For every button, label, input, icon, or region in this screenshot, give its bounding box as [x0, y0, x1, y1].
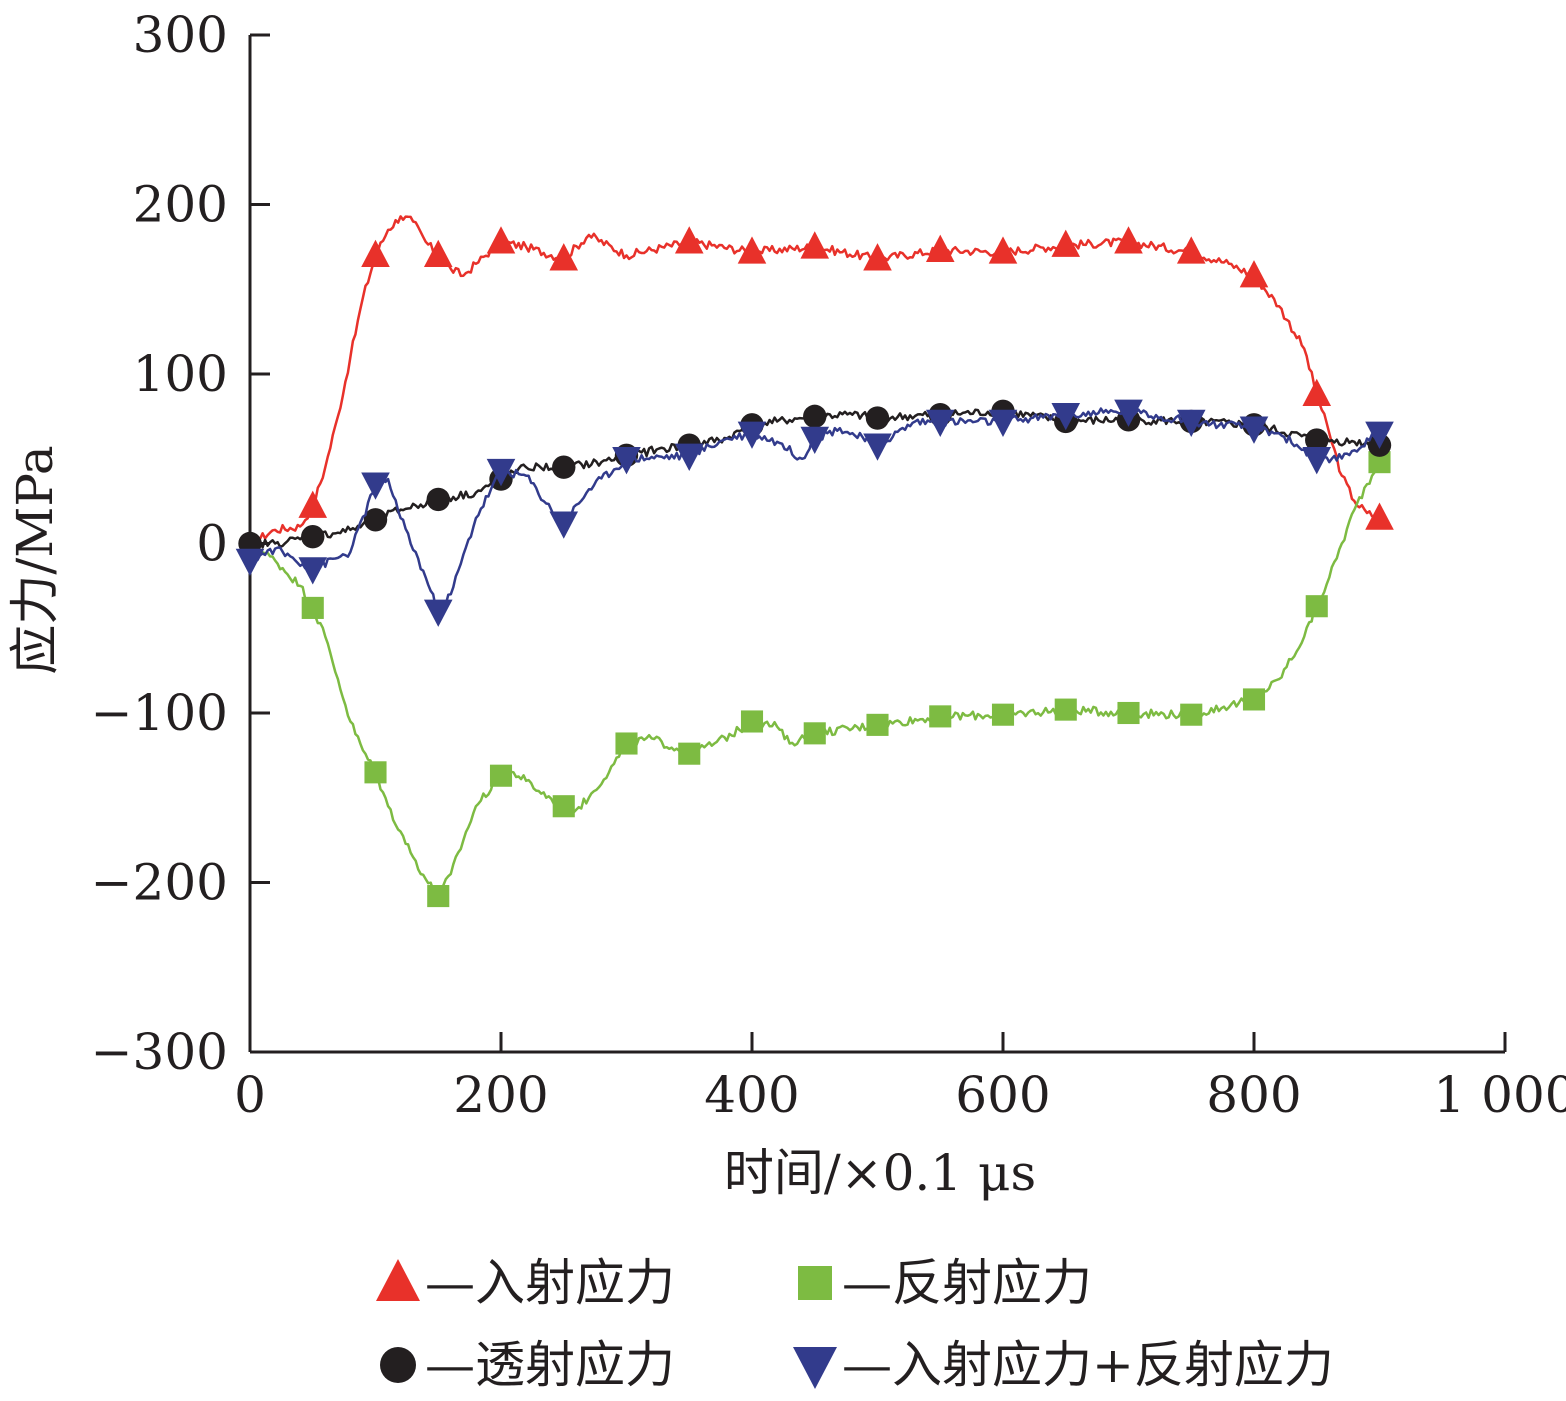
incident-plus-reflected-stress-point: [1239, 416, 1269, 444]
y-axis-title: 应力/MPa: [6, 445, 64, 674]
reflected-stress-point: [929, 705, 952, 728]
reflected-stress-point: [1305, 595, 1328, 618]
y-tick-label: 200: [133, 176, 228, 234]
legend-marker-incident-stress: [376, 1259, 420, 1301]
incident-plus-reflected-stress-point: [298, 557, 328, 585]
incident-plus-reflected-stress-point: [988, 409, 1018, 438]
incident-stress-point: [423, 239, 453, 268]
incident-stress-point: [1176, 236, 1206, 264]
incident-stress-point: [863, 243, 892, 271]
legend-label-incident-plus-reflected-stress: —入射应力+反射应力: [842, 1336, 1334, 1394]
reflected-stress-point: [364, 761, 387, 784]
incident-stress-point: [361, 239, 390, 268]
incident-stress-point: [298, 490, 328, 518]
transmitted-stress-series: [238, 399, 1392, 556]
incident-plus-reflected-stress-point: [1302, 447, 1332, 475]
incident-stress-point: [925, 234, 955, 262]
x-tick-label: 400: [704, 1066, 799, 1124]
transmitted-stress-point: [363, 508, 388, 532]
transmitted-stress-point: [426, 487, 450, 512]
x-tick-label: 1 000: [1433, 1066, 1566, 1124]
legend-marker-transmitted-stress: [380, 1347, 416, 1383]
reflected-stress-point: [552, 795, 575, 818]
transmitted-stress-point: [301, 525, 325, 549]
reflected-stress-point: [803, 722, 826, 745]
y-tick-label: −100: [91, 684, 228, 742]
y-tick-label: 0: [196, 515, 228, 573]
reflected-stress-point: [678, 742, 701, 765]
reflected-stress-point: [1242, 688, 1266, 711]
incident-stress-point: [1365, 502, 1394, 530]
transmitted-stress-point: [803, 404, 827, 429]
legend-item-transmitted-stress: —透射应力: [380, 1336, 675, 1394]
y-tick-label: −200: [91, 854, 228, 912]
incident-stress-point: [549, 243, 579, 271]
reflected-stress-point: [615, 732, 638, 755]
legend-marker-incident-plus-reflected-stress: [793, 1347, 837, 1389]
reflected-stress-point: [1180, 703, 1203, 726]
legend-item-reflected-stress: —反射应力: [798, 1254, 1092, 1312]
transmitted-stress-point: [552, 455, 576, 479]
reflected-stress-point: [740, 710, 764, 733]
x-tick-label: 800: [1206, 1066, 1301, 1124]
reflected-stress-point: [489, 764, 513, 787]
legend-item-incident-plus-reflected-stress: —入射应力+反射应力: [793, 1336, 1334, 1394]
reflected-stress-line: [249, 461, 1381, 898]
reflected-stress-point: [427, 885, 450, 908]
incident-plus-reflected-stress-point: [612, 447, 641, 475]
incident-plus-reflected-stress-point: [863, 433, 892, 461]
incident-plus-reflected-stress-point: [486, 458, 516, 487]
transmitted-stress-point: [865, 406, 890, 430]
incident-plus-reflected-stress-series: [235, 399, 1394, 627]
x-tick-label: 600: [955, 1066, 1050, 1124]
reflected-stress-point: [1368, 451, 1391, 474]
incident-plus-reflected-stress-point: [361, 472, 390, 500]
data-series: [235, 215, 1394, 908]
incident-stress-point: [1051, 229, 1081, 257]
legend-label-incident-stress: —入射应力: [425, 1254, 675, 1312]
x-tick-label: 200: [453, 1066, 548, 1124]
reflected-stress-series: [249, 451, 1391, 908]
incident-plus-reflected-stress-point: [800, 426, 830, 455]
incident-stress-point: [988, 236, 1018, 264]
incident-stress-point: [674, 226, 704, 254]
reflected-stress-point: [1054, 698, 1077, 721]
x-tick-label: 0: [234, 1066, 266, 1124]
incident-stress-point: [1239, 260, 1269, 288]
y-tick-label: −300: [91, 1023, 228, 1081]
reflected-stress-point: [1117, 701, 1140, 725]
incident-stress-point: [737, 236, 767, 264]
incident-plus-reflected-stress-point: [1114, 399, 1143, 427]
incident-plus-reflected-stress-point: [235, 548, 265, 577]
incident-stress-line: [248, 215, 1381, 545]
legend-marker-reflected-stress: [798, 1266, 832, 1300]
incident-stress-point: [1114, 226, 1143, 254]
incident-plus-reflected-stress-point: [674, 443, 704, 471]
legend: —入射应力 —反射应力 —透射应力 —入射应力+反射应力: [376, 1254, 1334, 1394]
reflected-stress-point: [866, 713, 889, 736]
reflected-stress-point: [301, 596, 324, 619]
incident-stress-point: [486, 226, 516, 254]
legend-item-incident-stress: —入射应力: [376, 1254, 675, 1312]
y-tick-label: 300: [133, 6, 228, 64]
y-tick-label: 100: [133, 345, 228, 403]
incident-plus-reflected-stress-point: [423, 599, 453, 627]
legend-label-transmitted-stress: —透射应力: [425, 1336, 675, 1394]
incident-plus-reflected-stress-point: [1176, 409, 1206, 438]
incident-plus-reflected-stress-point: [1365, 421, 1394, 449]
incident-stress-point: [800, 231, 830, 259]
reflected-stress-point: [991, 703, 1015, 726]
x-axis-title: 时间/×0.1 μs: [724, 1144, 1036, 1202]
incident-plus-reflected-stress-point: [1051, 402, 1081, 431]
incident-stress-point: [1302, 378, 1332, 407]
incident-plus-reflected-stress-point: [549, 511, 579, 539]
incident-plus-reflected-stress-point: [737, 421, 767, 449]
incident-plus-reflected-stress-point: [925, 409, 955, 438]
incident-stress-series: [248, 215, 1394, 545]
legend-label-reflected-stress: —反射应力: [842, 1254, 1092, 1312]
transmitted-stress-point: [1305, 428, 1329, 452]
